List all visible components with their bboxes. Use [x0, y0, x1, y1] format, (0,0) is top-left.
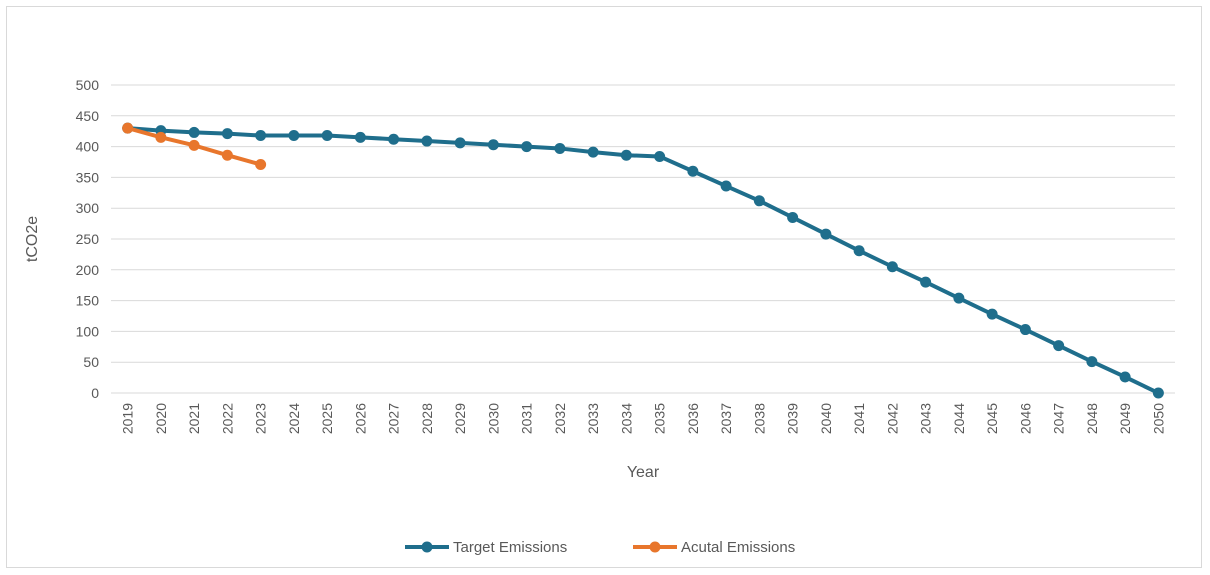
- x-tick-label: 2023: [253, 403, 269, 434]
- x-tick-label: 2049: [1117, 403, 1133, 434]
- x-tick-label: 2040: [818, 403, 834, 434]
- data-point: [554, 142, 566, 154]
- legend-label: Target Emissions: [453, 539, 567, 556]
- series-line: [125, 126, 1161, 395]
- data-point: [1086, 356, 1098, 368]
- chart-container: 0 50 100 150 200 250 300 350 400 450 500 2019 2020 2…: [6, 6, 1202, 568]
- data-point: [354, 131, 366, 143]
- data-point: [221, 128, 233, 140]
- x-axis-title: Year: [627, 464, 660, 481]
- data-point: [787, 211, 799, 223]
- x-tick-label: 2029: [452, 403, 468, 434]
- x-tick-label: 2021: [186, 403, 202, 434]
- x-tick-label: 2048: [1084, 403, 1100, 434]
- x-tick-label: 2045: [984, 403, 1000, 434]
- y-tick-label: 200: [76, 262, 100, 278]
- x-tick-label: 2035: [652, 403, 668, 434]
- data-point: [1053, 340, 1065, 352]
- x-tick-label: 2026: [352, 403, 368, 434]
- y-tick-label: 250: [76, 231, 100, 247]
- data-point: [255, 130, 267, 142]
- legend-swatch-marker: [649, 541, 661, 553]
- legend-label: Acutal Emissions: [681, 539, 795, 556]
- x-tick-label: 2030: [485, 403, 501, 434]
- x-axis-tick-labels: 2019 2020 2021 2022 2023 2024 2025 2026 2027 2028…: [120, 403, 1167, 434]
- data-point: [1119, 371, 1131, 383]
- data-point: [986, 308, 998, 320]
- data-point: [620, 149, 632, 161]
- data-point: [388, 133, 400, 145]
- y-axis-tick-labels: 0 50 100 150 200 250 300 350 400 450 500: [76, 77, 100, 401]
- y-tick-label: 100: [76, 323, 100, 339]
- y-tick-label: 450: [76, 108, 100, 124]
- data-point: [920, 276, 932, 288]
- legend-item: Target Emissions: [405, 539, 567, 556]
- x-tick-label: 2046: [1017, 403, 1033, 434]
- series-0: [122, 122, 1164, 399]
- data-point: [853, 245, 865, 257]
- x-tick-label: 2033: [585, 403, 601, 434]
- y-tick-label: 300: [76, 200, 100, 216]
- data-point: [1152, 387, 1164, 399]
- x-tick-label: 2028: [419, 403, 435, 434]
- y-tick-label: 150: [76, 293, 100, 309]
- x-tick-label: 2031: [519, 403, 535, 434]
- legend: Target Emissions Acutal Emissions: [405, 539, 795, 556]
- legend-swatch-marker: [421, 541, 433, 553]
- y-tick-label: 500: [76, 77, 100, 93]
- data-point: [1019, 324, 1031, 336]
- x-tick-label: 2043: [918, 403, 934, 434]
- x-tick-label: 2041: [851, 403, 867, 434]
- x-tick-label: 2044: [951, 403, 967, 434]
- x-tick-label: 2037: [718, 403, 734, 434]
- x-tick-label: 2027: [386, 403, 402, 434]
- data-point: [255, 158, 267, 170]
- x-tick-label: 2047: [1051, 403, 1067, 434]
- x-tick-label: 2022: [219, 403, 235, 434]
- data-point: [654, 150, 666, 162]
- x-tick-label: 2019: [120, 403, 136, 434]
- y-tick-label: 400: [76, 139, 100, 155]
- data-point: [487, 139, 499, 151]
- gridlines: [111, 84, 1175, 394]
- x-tick-label: 2034: [618, 403, 634, 434]
- data-point: [454, 137, 466, 149]
- data-point: [288, 130, 300, 142]
- y-tick-label: 350: [76, 169, 100, 185]
- x-tick-label: 2039: [785, 403, 801, 434]
- data-point: [753, 195, 765, 207]
- x-tick-label: 2050: [1150, 403, 1166, 434]
- data-point: [321, 130, 333, 142]
- x-tick-label: 2020: [153, 403, 169, 434]
- series-1: [122, 122, 267, 170]
- data-point: [687, 165, 699, 177]
- y-tick-label: 0: [91, 385, 99, 401]
- legend-item: Acutal Emissions: [633, 539, 795, 556]
- data-point: [521, 141, 533, 153]
- data-point: [122, 122, 134, 134]
- y-tick-label: 50: [83, 354, 99, 370]
- x-tick-label: 2042: [884, 403, 900, 434]
- data-point: [820, 228, 832, 240]
- series-lines: [122, 122, 1164, 399]
- data-point: [886, 261, 898, 273]
- data-point: [188, 139, 200, 151]
- x-tick-label: 2038: [751, 403, 767, 434]
- data-point: [587, 146, 599, 158]
- data-point: [221, 149, 233, 161]
- data-point: [188, 126, 200, 138]
- data-point: [421, 135, 433, 147]
- y-axis-title: tCO2e: [24, 216, 41, 262]
- data-point: [720, 180, 732, 192]
- x-tick-label: 2024: [286, 403, 302, 434]
- x-tick-label: 2036: [685, 403, 701, 434]
- data-point: [953, 292, 965, 304]
- x-tick-label: 2025: [319, 403, 335, 434]
- x-tick-label: 2032: [552, 403, 568, 434]
- data-point: [155, 131, 167, 143]
